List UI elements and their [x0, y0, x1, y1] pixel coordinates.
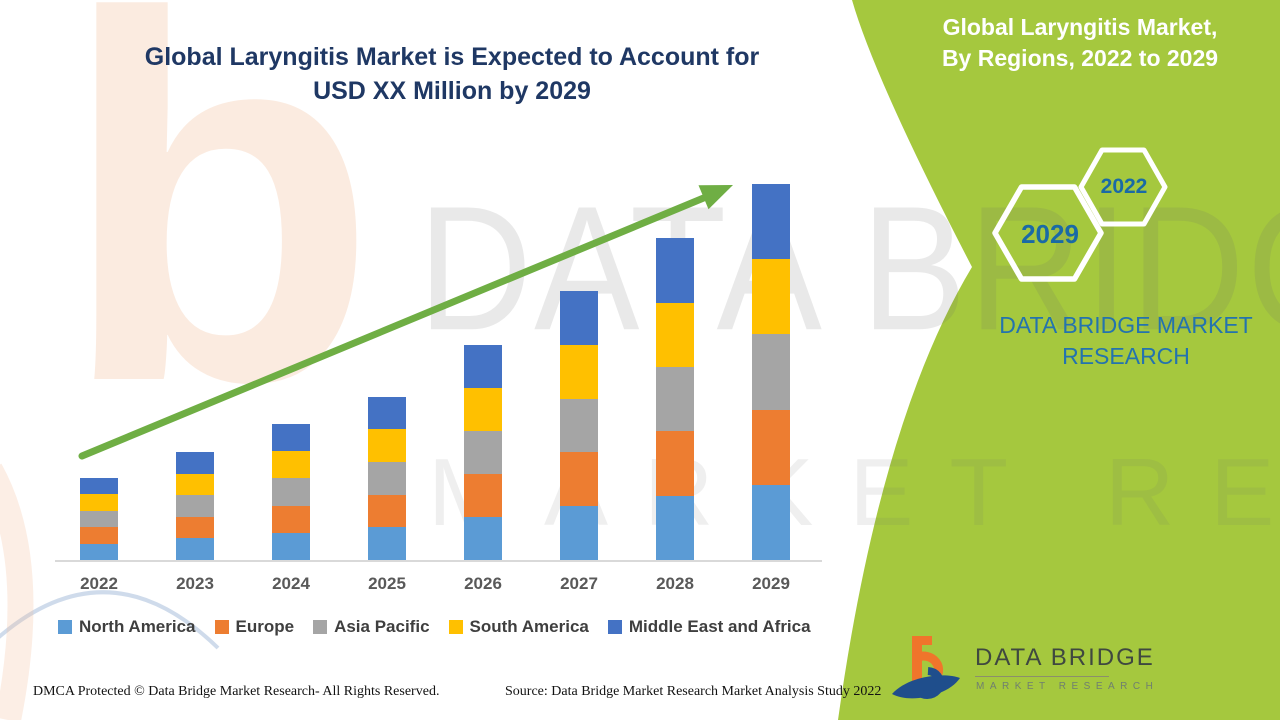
bar-segment-north-america-2029	[752, 484, 790, 560]
stacked-bar-2029	[752, 184, 790, 560]
bar-segment-north-america-2022	[80, 543, 118, 560]
bar-segment-europe-2029	[752, 409, 790, 485]
legend-label: South America	[469, 617, 589, 636]
legend-item-asia-pacific: Asia Pacific	[313, 617, 430, 637]
bar-segment-south-america-2023	[176, 473, 214, 496]
legend-label: Europe	[235, 617, 295, 636]
side-panel-heading-line1: Global Laryngitis Market,	[942, 14, 1218, 40]
chart-title: Global Laryngitis Market is Expected to …	[122, 40, 782, 108]
bar-segment-europe-2023	[176, 516, 214, 539]
footer-dmca-text: DMCA Protected © Data Bridge Market Rese…	[33, 684, 440, 699]
bar-segment-europe-2026	[464, 473, 502, 517]
bar-segment-middle-east-and-africa-2022	[80, 478, 118, 495]
legend-item-europe: Europe	[214, 617, 295, 637]
legend-swatch-icon	[607, 620, 622, 634]
bar-segment-north-america-2026	[464, 516, 502, 560]
x-axis-label-2022: 2022	[80, 574, 118, 593]
bar-segment-asia-pacific-2025	[368, 462, 406, 495]
x-axis-label-2029: 2029	[752, 574, 790, 593]
chart-legend: North America Europe Asia Pacific South Ame…	[58, 617, 811, 637]
bar-segment-south-america-2029	[752, 259, 790, 335]
footer-source-text: Source: Data Bridge Market Research Mark…	[505, 684, 882, 699]
bar-segment-asia-pacific-2023	[176, 495, 214, 517]
legend-item-south-america: South America	[448, 617, 589, 637]
bar-segment-europe-2025	[368, 494, 406, 528]
hexagon-2022-label: 2022	[1100, 175, 1148, 198]
x-axis-label-2027: 2027	[560, 574, 598, 593]
bar-segment-europe-2027	[560, 452, 598, 507]
logo-name-text: DATA BRIDGE	[975, 644, 1155, 671]
side-panel-heading: Global Laryngitis Market, By Regions, 20…	[902, 12, 1258, 74]
chart-title-line1: Global Laryngitis Market is Expected to …	[144, 43, 760, 71]
hexagon-2029-shape	[992, 184, 1104, 282]
logo-sub-text: MARKET RESEARCH	[976, 681, 1159, 692]
bar-segment-europe-2024	[272, 505, 310, 533]
hexagon-2022-shape	[1078, 147, 1168, 227]
legend-swatch-icon	[214, 620, 229, 634]
side-panel-brand-text: DATA BRIDGE MARKET RESEARCH	[978, 310, 1274, 372]
brand-line2: RESEARCH	[1062, 343, 1190, 369]
legend-item-north-america: North America	[58, 617, 196, 637]
bar-segment-north-america-2028	[656, 495, 694, 560]
bar-segment-asia-pacific-2024	[272, 478, 310, 506]
stacked-bar-2022	[80, 478, 118, 560]
x-axis-line	[55, 560, 822, 562]
legend-swatch-icon	[313, 620, 328, 634]
bar-segment-south-america-2022	[80, 494, 118, 511]
x-axis-label-2028: 2028	[656, 574, 694, 593]
bar-segment-europe-2022	[80, 527, 118, 544]
bar-segment-north-america-2024	[272, 532, 310, 560]
bar-segment-middle-east-and-africa-2029	[752, 184, 790, 260]
bar-segment-asia-pacific-2029	[752, 334, 790, 410]
legend-swatch-icon	[448, 620, 463, 634]
x-axis-label-2025: 2025	[368, 574, 406, 593]
x-axis-label-2024: 2024	[272, 574, 310, 593]
data-bridge-logo-icon	[892, 636, 960, 699]
bar-segment-north-america-2025	[368, 527, 406, 560]
brand-line1: DATA BRIDGE MARKET	[999, 312, 1253, 338]
x-axis-label-2023: 2023	[176, 574, 214, 593]
x-axis-label-2026: 2026	[464, 574, 502, 593]
legend-swatch-icon	[58, 620, 72, 634]
stacked-bar-2023	[176, 452, 214, 560]
chart-title-line2: USD XX Million by 2029	[313, 77, 591, 105]
bar-segment-north-america-2027	[560, 506, 598, 560]
side-panel-heading-line2: By Regions, 2022 to 2029	[941, 45, 1219, 71]
legend-item-middle-east-and-africa: Middle East and Africa	[607, 617, 811, 637]
logo-divider	[975, 676, 1109, 677]
legend-label: North America	[79, 617, 196, 636]
legend-label: Middle East and Africa	[628, 617, 811, 636]
hexagon-2029-label: 2029	[1021, 219, 1079, 249]
bar-segment-asia-pacific-2022	[80, 510, 118, 528]
legend-label: Asia Pacific	[334, 617, 430, 636]
bar-segment-north-america-2023	[176, 538, 214, 560]
